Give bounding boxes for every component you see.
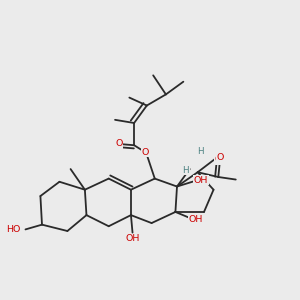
- Text: O: O: [115, 140, 123, 148]
- Text: O: O: [214, 155, 222, 164]
- Text: OH: OH: [189, 215, 203, 224]
- Text: HO: HO: [6, 225, 21, 234]
- Text: OH: OH: [194, 176, 208, 185]
- Text: H: H: [183, 166, 189, 175]
- Text: OH: OH: [125, 234, 140, 243]
- Text: O: O: [216, 153, 224, 162]
- Text: H: H: [197, 147, 204, 156]
- Text: O: O: [142, 148, 149, 157]
